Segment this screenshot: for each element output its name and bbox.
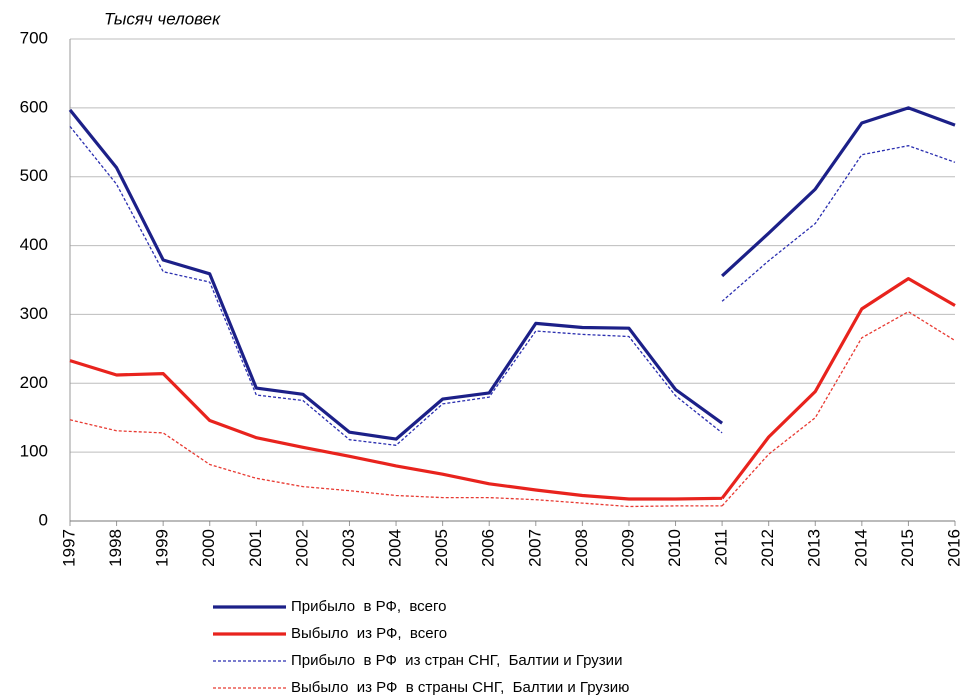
- x-tick-label: 2014: [851, 529, 870, 567]
- x-tick-label: 2013: [805, 529, 824, 567]
- x-tick-label: 2004: [386, 529, 405, 567]
- x-tick-label: 2008: [572, 529, 591, 567]
- x-tick-label: 2006: [479, 529, 498, 567]
- x-tick-label: 2009: [618, 529, 637, 567]
- x-tick-label: 2015: [898, 529, 917, 567]
- x-tick-label: 1999: [153, 529, 172, 567]
- x-tick-label: 2003: [339, 529, 358, 567]
- y-tick-label: 700: [20, 28, 48, 47]
- y-tick-label: 100: [20, 442, 48, 461]
- legend-label: Прибыло в РФ из стран СНГ, Балтии и Груз…: [291, 652, 622, 669]
- series-line: [69, 311, 956, 508]
- chart-title: Тысяч человек: [104, 9, 221, 28]
- x-tick-label: 2001: [246, 529, 265, 567]
- y-tick-label: 500: [20, 166, 48, 185]
- legend: Прибыло в РФ, всего Выбыло из РФ, всего Пр…: [213, 598, 629, 696]
- legend-label: Выбыло из РФ, всего: [291, 625, 447, 642]
- y-tick-label: 400: [20, 235, 48, 254]
- x-tick-label: 2012: [758, 529, 777, 567]
- x-tick-label: 2011: [712, 529, 731, 566]
- y-tick-label: 300: [20, 304, 48, 323]
- y-tick-label: 200: [20, 373, 48, 392]
- series-line: [69, 277, 956, 501]
- legend-label: Выбыло из РФ в страны СНГ, Балтии и Груз…: [291, 679, 629, 696]
- y-tick-label: 0: [39, 510, 48, 529]
- x-tick-label: 1997: [59, 529, 78, 567]
- series-line: [69, 125, 956, 446]
- x-tick-label: 1998: [106, 529, 125, 567]
- x-tick-label: 2016: [944, 529, 962, 567]
- x-tick-label: 2000: [199, 529, 218, 567]
- series-line: [68, 106, 956, 441]
- y-tick-label: 600: [20, 97, 48, 116]
- x-tick-label: 2005: [432, 529, 451, 567]
- legend-label: Прибыло в РФ, всего: [291, 598, 446, 615]
- x-tick-label: 2002: [292, 529, 311, 567]
- x-tick-label: 2010: [665, 529, 684, 567]
- x-tick-label: 2007: [525, 529, 544, 567]
